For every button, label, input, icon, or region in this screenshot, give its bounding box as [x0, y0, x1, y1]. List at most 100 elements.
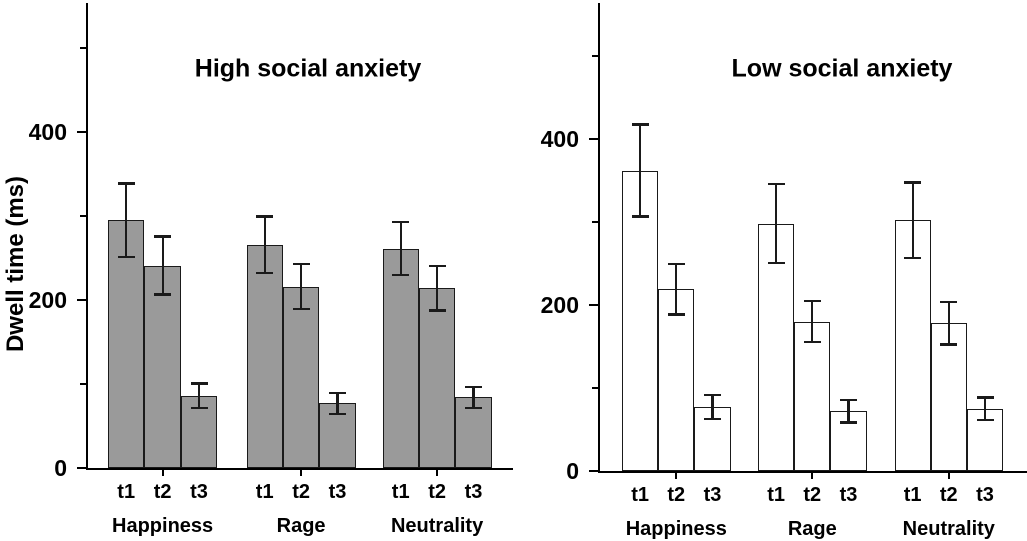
y-tick-label: 400	[28, 119, 67, 145]
error-bar-cap-top	[428, 264, 446, 268]
error-bar-cap-top	[976, 396, 994, 399]
error-bar	[197, 382, 201, 410]
bar-neutrality-t1	[894, 220, 931, 471]
error-bar-cap-top	[704, 393, 721, 397]
error-bar-cap-top	[329, 391, 346, 394]
error-bar-cap-bottom	[976, 418, 994, 422]
error-bar-cap-bottom	[940, 343, 958, 346]
bar-tick-label: t3	[464, 481, 483, 503]
bar-tick-label: t3	[703, 484, 722, 506]
error-bar-cap-bottom	[803, 340, 821, 344]
error-bar-cap-bottom	[704, 417, 721, 421]
error-bar-cap-top	[292, 263, 310, 266]
y-tick-label: 0	[54, 455, 67, 481]
error-bar-cap-bottom	[329, 412, 346, 416]
error-bar	[775, 182, 778, 265]
y-axis-major-tick	[588, 303, 598, 307]
bar-neutrality-t2	[930, 323, 967, 471]
bar-tick-label: t3	[190, 481, 208, 503]
bar-rage-t2	[794, 321, 831, 471]
y-axis	[85, 3, 88, 471]
error-bar-cap-bottom	[465, 406, 482, 410]
x-axis	[85, 468, 513, 471]
x-axis	[597, 471, 1027, 474]
error-bar	[711, 393, 714, 421]
error-bar-cap-bottom	[256, 271, 274, 274]
error-bar-cap-top	[154, 235, 172, 238]
error-bar	[399, 221, 402, 277]
bar-tick-label: t2	[803, 484, 822, 506]
category-label: Rage	[276, 515, 326, 537]
error-bar-cap-top	[465, 385, 482, 389]
x-axis-category-tick	[161, 470, 164, 477]
y-axis-major-tick	[76, 298, 86, 302]
y-axis-major-tick	[588, 137, 598, 141]
panel-title-low-social-anxiety: Low social anxiety	[731, 54, 953, 83]
error-bar-cap-top	[631, 123, 649, 126]
error-bar-cap-bottom	[292, 307, 310, 311]
y-axis-major-tick	[588, 469, 598, 473]
error-bar	[472, 385, 475, 410]
error-bar-cap-top	[190, 382, 208, 385]
y-tick-label: 200	[28, 287, 67, 313]
error-bar	[125, 182, 128, 258]
y-axis-minor-tick	[591, 54, 598, 58]
error-bar	[639, 123, 642, 218]
bar-tick-label: t3	[328, 481, 347, 503]
error-bar-cap-bottom	[767, 261, 785, 265]
error-bar-cap-top	[392, 221, 410, 224]
error-bar-cap-bottom	[904, 256, 922, 260]
error-bar-cap-bottom	[428, 309, 446, 312]
error-bar-cap-top	[667, 262, 685, 266]
category-label: Happiness	[625, 518, 727, 540]
error-bar-cap-top	[904, 181, 922, 184]
y-axis	[597, 3, 600, 474]
category-label: Rage	[787, 518, 837, 540]
y-axis-major-tick	[76, 130, 86, 134]
error-bar-cap-bottom	[631, 215, 649, 218]
bar-tick-label: t1	[255, 481, 274, 503]
bar-tick-label: t1	[903, 484, 922, 506]
y-axis-minor-tick	[79, 214, 86, 218]
error-bar	[336, 391, 339, 416]
bar-tick-label: t2	[153, 481, 172, 503]
error-bar-cap-top	[256, 215, 274, 218]
bar-neutrality-t1	[382, 248, 419, 468]
error-bar	[911, 181, 914, 260]
error-bar-cap-top	[940, 300, 958, 304]
error-bar-cap-bottom	[667, 313, 685, 316]
x-axis-category-tick	[436, 470, 439, 477]
y-axis-minor-tick	[79, 46, 86, 50]
bar-tick-label: t3	[976, 484, 994, 506]
bar-tick-label: t3	[839, 484, 858, 506]
x-axis-category-tick	[300, 470, 303, 477]
bar-tick-label: t1	[117, 481, 136, 503]
y-axis-minor-tick	[591, 386, 598, 390]
bar-happiness-t1	[108, 220, 145, 468]
bar-tick-label: t2	[667, 484, 686, 506]
bar-neutrality-t2	[418, 288, 456, 468]
bar-rage-t1	[246, 244, 283, 468]
y-axis-minor-tick	[591, 220, 598, 224]
error-bar-cap-top	[803, 300, 821, 303]
error-bar-cap-bottom	[190, 406, 208, 410]
bar-tick-label: t1	[631, 484, 649, 506]
x-axis-category-tick	[947, 473, 950, 480]
error-bar	[675, 262, 678, 316]
error-bar	[263, 215, 266, 274]
category-label: Happiness	[112, 515, 214, 537]
error-bar	[847, 398, 850, 424]
category-label: Neutrality	[902, 518, 995, 540]
bar-rage-t1	[758, 223, 795, 471]
bar-tick-label: t1	[767, 484, 785, 506]
error-bar	[436, 264, 439, 312]
error-bar	[300, 263, 303, 311]
bar-tick-label: t2	[292, 481, 310, 503]
bar-tick-label: t1	[391, 481, 410, 503]
error-bar	[947, 300, 950, 346]
y-tick-label: 400	[540, 126, 579, 152]
panel-title-high-social-anxiety: High social anxiety	[194, 54, 422, 83]
bar-rage-t2	[282, 286, 320, 468]
error-bar-cap-bottom	[117, 255, 135, 258]
